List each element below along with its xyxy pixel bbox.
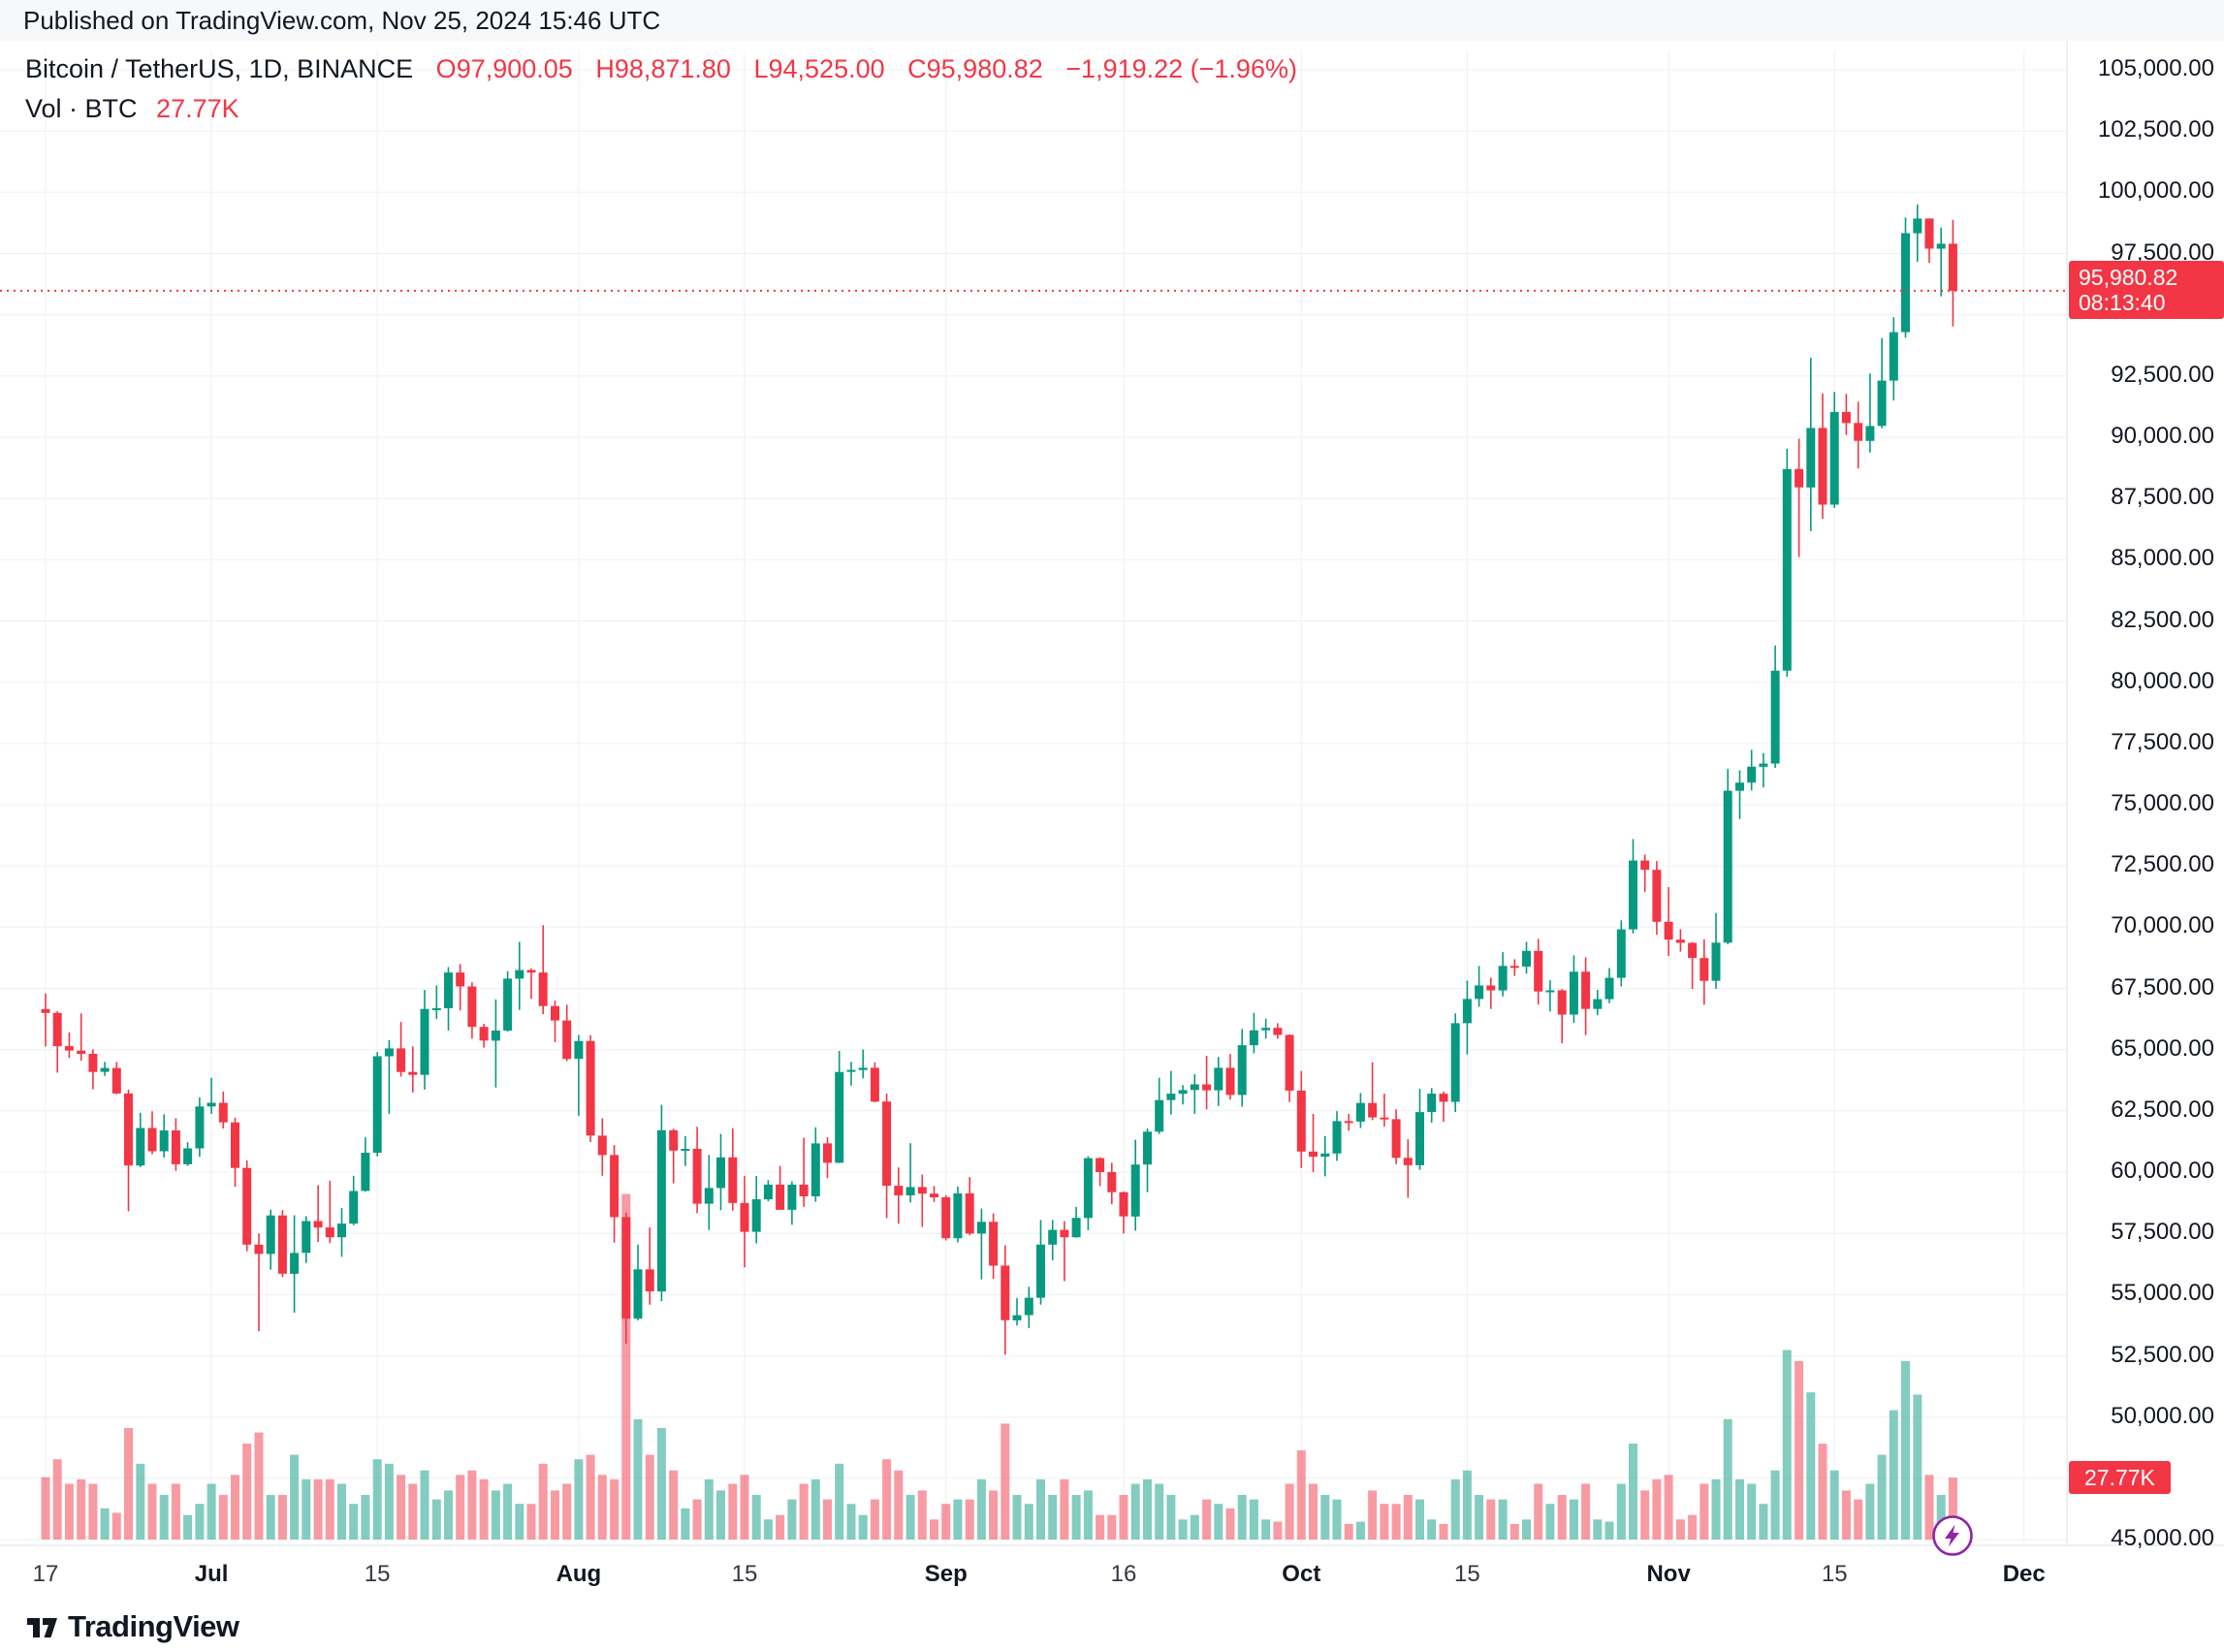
tradingview-brand-text[interactable]: TradingView — [68, 1609, 239, 1643]
price-tick-label: 92,500.00 — [2111, 361, 2214, 388]
price-axis[interactable]: 105,000.00 102,500.00 100,000.00 97,500.00 9… — [2071, 0, 2224, 1551]
flash-boost-button[interactable] — [1931, 1514, 1974, 1557]
volume-badge: 27.77K — [2069, 1461, 2171, 1495]
price-tick-label: 85,000.00 — [2111, 545, 2214, 572]
change-value: −1,919.22 (−1.96%) — [1065, 54, 1297, 83]
price-tick-label: 65,000.00 — [2111, 1034, 2214, 1062]
volume-label: Vol · BTC — [25, 94, 138, 123]
time-tick-label: Aug — [556, 1561, 602, 1587]
time-tick-label: Oct — [1282, 1561, 1321, 1587]
chart-legend: Bitcoin / TetherUS, 1D, BINANCE O97,900.… — [25, 54, 1297, 124]
price-tick-label: 57,500.00 — [2111, 1219, 2214, 1246]
footer: TradingView — [25, 1609, 239, 1644]
volume-badge-value: 27.77K — [2084, 1465, 2155, 1491]
price-tick-label: 90,000.00 — [2111, 423, 2214, 449]
price-tick-label: 50,000.00 — [2111, 1402, 2214, 1429]
price-tick-label: 100,000.00 — [2097, 177, 2214, 205]
price-tick-label: 62,500.00 — [2111, 1096, 2214, 1123]
price-tick-label: 102,500.00 — [2097, 116, 2214, 143]
price-tick-label: 70,000.00 — [2111, 912, 2214, 939]
last-price-badge: 95,980.82 08:13:40 — [2069, 260, 2224, 319]
price-tick-label: 87,500.00 — [2111, 484, 2214, 511]
ohlc-high: H98,871.80 — [595, 54, 731, 83]
time-tick-label: Nov — [1646, 1561, 1691, 1587]
last-price-value: 95,980.82 — [2079, 264, 2178, 290]
time-tick-label: 15 — [1454, 1561, 1480, 1587]
price-tick-label: 105,000.00 — [2097, 55, 2214, 81]
price-tick-label: 67,500.00 — [2111, 973, 2214, 1001]
time-tick-label: 15 — [364, 1561, 391, 1587]
tradingview-logo-icon[interactable] — [25, 1613, 58, 1640]
price-tick-label: 75,000.00 — [2111, 790, 2214, 816]
ohlc-open: O97,900.05 — [435, 54, 573, 83]
publish-text: Published on TradingView.com, Nov 25, 20… — [23, 5, 661, 35]
time-tick-label: Jul — [194, 1561, 229, 1587]
ohlc-low: L94,525.00 — [753, 54, 885, 83]
publish-bar: Published on TradingView.com, Nov 25, 20… — [0, 0, 2224, 41]
lightning-icon — [1932, 1515, 1973, 1556]
symbol-title: Bitcoin / TetherUS, 1D, BINANCE — [25, 54, 414, 83]
time-tick-label: 16 — [1110, 1561, 1137, 1587]
bar-countdown: 08:13:40 — [2079, 289, 2166, 315]
time-axis[interactable]: 17 Jul 15 Aug 15 Sep 16 Oct 15 Nov 15 Dec — [0, 1545, 2224, 1602]
price-tick-label: 82,500.00 — [2111, 606, 2214, 633]
legend-line-1: Bitcoin / TetherUS, 1D, BINANCE O97,900.… — [25, 54, 1297, 84]
price-tick-label: 80,000.00 — [2111, 667, 2214, 694]
price-tick-label: 52,500.00 — [2111, 1341, 2214, 1368]
time-tick-label: 17 — [32, 1561, 59, 1587]
volume-bars — [41, 1193, 1957, 1540]
volume-value: 27.77K — [156, 94, 239, 123]
price-tick-label: 77,500.00 — [2111, 728, 2214, 755]
ohlc-close: C95,980.82 — [907, 54, 1043, 83]
price-tick-label: 60,000.00 — [2111, 1158, 2214, 1184]
legend-line-2: Vol · BTC 27.77K — [25, 94, 1297, 124]
time-tick-label: 15 — [1821, 1561, 1848, 1587]
price-tick-label: 72,500.00 — [2111, 851, 2214, 878]
time-tick-label: 15 — [731, 1561, 758, 1587]
candles — [41, 205, 1957, 1355]
price-tick-label: 55,000.00 — [2111, 1280, 2214, 1307]
time-tick-label: Sep — [924, 1561, 968, 1587]
time-tick-label: Dec — [2002, 1561, 2046, 1587]
price-tick-label: 45,000.00 — [2111, 1525, 2214, 1551]
